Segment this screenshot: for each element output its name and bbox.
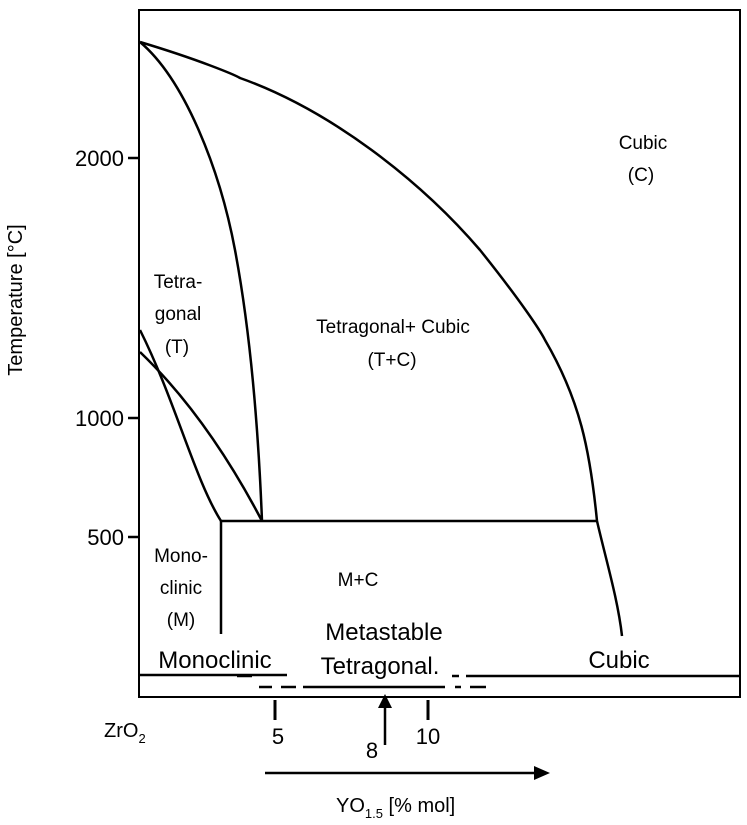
band-metastable-label: Metastable — [325, 619, 442, 646]
region-tetragonal-cubic-symbol: (T+C) — [367, 350, 416, 371]
region-monoclinic-line1: Mono- — [154, 546, 208, 567]
region-tetragonal-cubic-label: Tetragonal+ Cubic — [316, 317, 470, 338]
tetragonal-monoclinic-lower — [138, 329, 223, 522]
x-axis-title: YO1.5 [% mol] — [336, 795, 455, 821]
region-cubic-label: Cubic — [619, 133, 668, 154]
y-tick-label-500: 500 — [87, 525, 124, 550]
tetragonal-monoclinic-upper — [139, 351, 264, 522]
x-origin-label: ZrO2 — [104, 720, 146, 746]
region-tetragonal-symbol: (T) — [165, 337, 189, 358]
region-cubic-symbol: (C) — [628, 165, 654, 186]
x-tick-label-5: 5 — [272, 724, 284, 749]
region-tetragonal-line2: gonal — [155, 304, 202, 325]
plot-frame — [138, 9, 741, 698]
x-tick-label-10: 10 — [416, 724, 440, 749]
x-marker-8-arrowhead — [378, 694, 392, 708]
region-monoclinic-symbol: (M) — [167, 610, 195, 631]
x-tick-label-8: 8 — [366, 738, 378, 763]
y-tick-label-2000: 2000 — [75, 146, 124, 171]
tetragonal-cubic-boundary — [139, 41, 264, 522]
cubic-lower-boundary — [595, 520, 624, 637]
composition-arrow-head — [534, 766, 550, 780]
region-tetragonal-line1: Tetra- — [154, 272, 203, 293]
band-cubic-label: Cubic — [588, 647, 649, 674]
region-m-c-label: M+C — [338, 570, 379, 591]
y-tick-label-1000: 1000 — [75, 406, 124, 431]
y-axis-title: Temperature [°C] — [5, 224, 27, 375]
band-tetragonal-label: Tetragonal. — [321, 653, 440, 680]
region-monoclinic-line2: clinic — [160, 578, 202, 599]
band-monoclinic-label: Monoclinic — [158, 647, 271, 674]
liquidus-cubic-boundary — [139, 40, 599, 522]
